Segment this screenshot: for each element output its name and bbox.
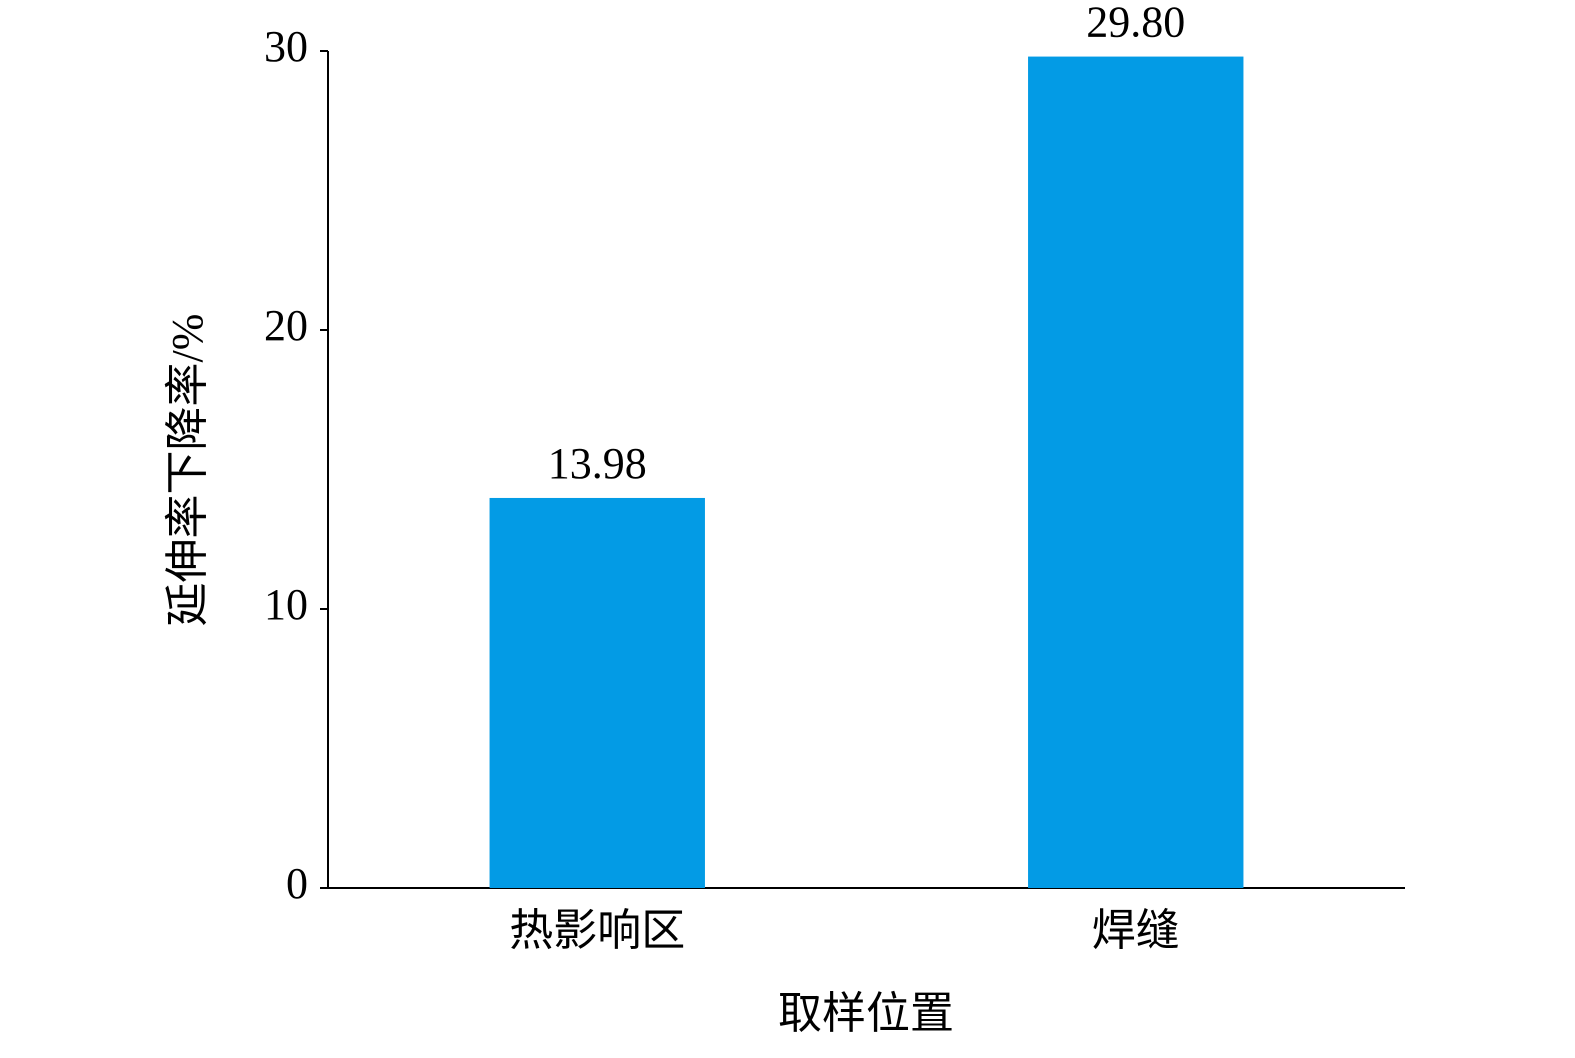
data-label: 13.98 bbox=[548, 439, 647, 488]
y-tick-label: 20 bbox=[264, 301, 308, 350]
bar bbox=[1028, 56, 1244, 888]
bar bbox=[489, 497, 705, 888]
y-axis-label: 延伸率下降率/% bbox=[163, 314, 212, 627]
y-tick-label: 30 bbox=[264, 22, 308, 71]
y-tick-label: 10 bbox=[264, 580, 308, 629]
data-label: 29.80 bbox=[1086, 0, 1185, 47]
y-tick-label: 0 bbox=[286, 859, 308, 908]
x-axis-label: 取样位置 bbox=[778, 989, 954, 1038]
x-tick-label: 焊缝 bbox=[1092, 906, 1180, 955]
x-tick-label: 热影响区 bbox=[509, 906, 685, 955]
